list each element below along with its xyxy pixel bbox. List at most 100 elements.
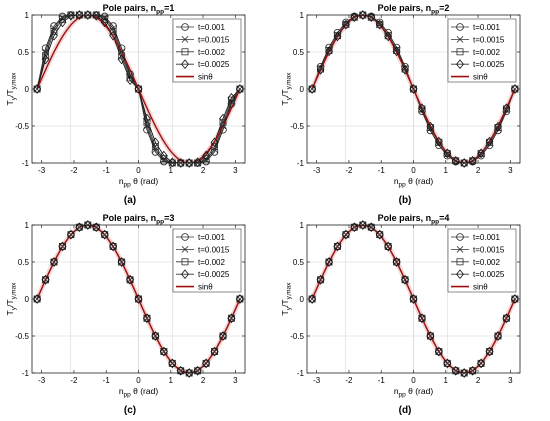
y-tick-label: 1 bbox=[300, 221, 305, 230]
data-point bbox=[101, 15, 109, 23]
x-tick-label: 2 bbox=[476, 376, 481, 385]
y-axis-label: Ty/Ty,max bbox=[5, 282, 18, 316]
data-point bbox=[117, 54, 126, 65]
data-point bbox=[33, 84, 42, 94]
data-point bbox=[210, 137, 219, 148]
data-point bbox=[401, 64, 409, 75]
x-tick-label: -3 bbox=[38, 376, 46, 385]
data-point bbox=[401, 274, 409, 285]
data-point bbox=[58, 241, 67, 252]
chart-title: Pole pairs, npp=3 bbox=[103, 213, 175, 226]
data-point bbox=[126, 75, 134, 85]
data-point bbox=[126, 74, 134, 82]
x-axis-label: npp θ (rad) bbox=[119, 176, 159, 189]
data-point bbox=[456, 36, 464, 43]
x-tick-label: 1 bbox=[169, 166, 174, 175]
data-point bbox=[159, 150, 168, 161]
panel-label: (b) bbox=[399, 195, 412, 206]
data-point bbox=[168, 358, 177, 369]
data-point bbox=[456, 23, 464, 31]
data-point bbox=[58, 15, 66, 23]
data-point bbox=[50, 27, 58, 35]
x-axis-label: npp θ (rad) bbox=[394, 176, 434, 189]
data-point bbox=[426, 331, 435, 341]
data-point bbox=[41, 54, 50, 65]
data-point bbox=[494, 331, 502, 341]
data-point bbox=[456, 258, 464, 266]
x-tick-label: 0 bbox=[411, 376, 416, 385]
y-tick-label: -0.5 bbox=[15, 332, 29, 341]
y-tick-label: 1 bbox=[25, 11, 30, 20]
x-tick-label: -3 bbox=[313, 166, 321, 175]
chart-title: Pole pairs, npp=4 bbox=[378, 213, 450, 226]
x-tick-label: -2 bbox=[345, 166, 353, 175]
x-tick-label: 0 bbox=[411, 166, 416, 175]
panel-c: -3 -2 -1 0 1 2 3 -1 -0.5 0 0.5 1 Pole pairs, npp=3 np… bbox=[5, 213, 246, 399]
data-point bbox=[460, 368, 469, 378]
legend-box bbox=[172, 228, 242, 293]
y-tick-label: -0.5 bbox=[290, 122, 304, 131]
data-point bbox=[384, 241, 393, 252]
legend-label: t=0.002 bbox=[473, 258, 500, 267]
data-point bbox=[181, 23, 189, 31]
y-tick-label: 0 bbox=[300, 295, 305, 304]
data-point bbox=[126, 274, 134, 285]
legend-box bbox=[447, 18, 517, 83]
data-point bbox=[109, 22, 117, 30]
data-point bbox=[118, 48, 125, 56]
data-point bbox=[350, 12, 359, 23]
y-tick-label: -1 bbox=[22, 369, 30, 378]
data-point bbox=[181, 48, 189, 56]
x-tick-label: 0 bbox=[136, 376, 141, 385]
legend-label: t=0.002 bbox=[198, 48, 225, 57]
legend: t=0.001 t=0.0015 t=0.002 t=0.0025 sinθ bbox=[172, 228, 242, 293]
data-point bbox=[181, 233, 189, 241]
markers bbox=[33, 220, 244, 378]
data-point bbox=[418, 103, 426, 114]
legend-box bbox=[447, 228, 517, 293]
markers bbox=[308, 220, 519, 378]
legend-label: sinθ bbox=[198, 283, 213, 292]
data-point bbox=[202, 150, 211, 161]
data-point bbox=[308, 84, 317, 94]
data-point bbox=[392, 257, 401, 267]
legend-label: t=0.0015 bbox=[473, 245, 505, 254]
x-tick-label: 0 bbox=[136, 166, 141, 175]
data-point bbox=[367, 12, 376, 23]
data-point bbox=[33, 294, 42, 304]
legend: t=0.001 t=0.0015 t=0.002 t=0.0025 sinθ bbox=[172, 18, 242, 83]
x-tick-label: -1 bbox=[103, 166, 111, 175]
x-tick-label: 2 bbox=[201, 166, 206, 175]
legend-label: t=0.0015 bbox=[198, 245, 230, 254]
data-point bbox=[502, 313, 511, 324]
data-point bbox=[468, 365, 477, 376]
y-tick-label: 0 bbox=[25, 295, 30, 304]
data-point bbox=[434, 136, 443, 147]
legend-label: t=0.0025 bbox=[198, 270, 230, 279]
legend-label: t=0.0025 bbox=[473, 270, 505, 279]
data-point bbox=[92, 10, 101, 21]
data-point bbox=[316, 64, 325, 75]
data-point bbox=[333, 241, 342, 252]
data-point bbox=[333, 31, 342, 42]
data-point bbox=[210, 346, 219, 357]
data-point bbox=[409, 294, 418, 304]
y-tick-label: 0.5 bbox=[293, 258, 305, 267]
x-tick-label: -3 bbox=[38, 166, 46, 175]
panel-b: -3 -2 -1 0 1 2 3 -1 -0.5 0 0.5 1 Pole pairs, npp=2 np… bbox=[280, 3, 521, 189]
data-point bbox=[227, 313, 236, 324]
legend-label: t=0.001 bbox=[473, 233, 500, 242]
data-point bbox=[109, 30, 118, 41]
data-point bbox=[235, 84, 244, 94]
data-point bbox=[235, 294, 244, 304]
legend: t=0.001 t=0.0015 t=0.002 t=0.0025 sinθ bbox=[447, 18, 517, 83]
legend-box bbox=[172, 18, 242, 83]
legend-label: t=0.002 bbox=[198, 258, 225, 267]
legend-label: t=0.001 bbox=[198, 233, 225, 242]
data-point bbox=[375, 229, 384, 240]
data-point bbox=[50, 30, 58, 41]
data-point bbox=[426, 121, 435, 132]
data-point bbox=[219, 113, 227, 124]
data-point bbox=[468, 155, 477, 166]
y-tick-label: 0 bbox=[300, 85, 305, 94]
